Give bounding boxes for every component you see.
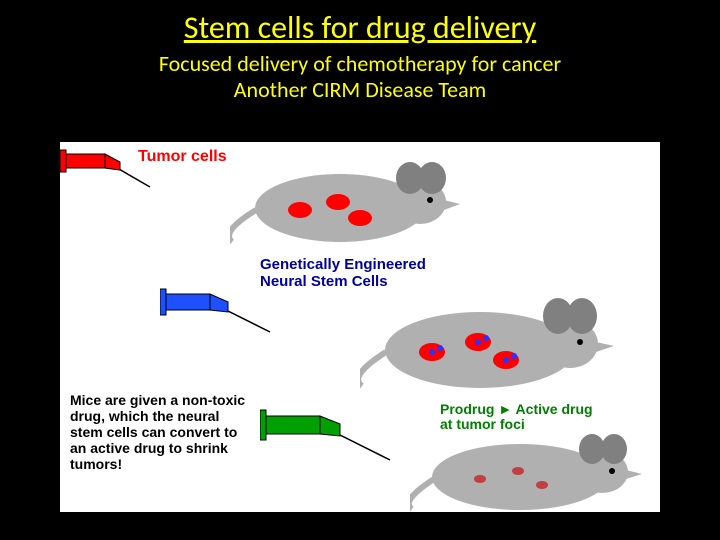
slide-subtitle: Focused delivery of chemotherapy for can… bbox=[0, 51, 720, 104]
slide-title: Stem cells for drug delivery bbox=[0, 0, 720, 47]
syringe-green bbox=[260, 402, 400, 482]
nontoxic-drug-text: Mice are given a non-toxic drug, which t… bbox=[70, 392, 250, 472]
stem-cells-label-line1: Genetically Engineered bbox=[260, 256, 426, 273]
mouse-row1 bbox=[230, 152, 470, 252]
stem-cells-label: Genetically Engineered Neural Stem Cells bbox=[260, 257, 426, 290]
syringe-blue bbox=[160, 282, 280, 352]
slide: Stem cells for drug delivery Focused del… bbox=[0, 0, 720, 540]
mouse-row3 bbox=[410, 427, 660, 517]
prodrug-line1: Prodrug ► Active drug bbox=[440, 401, 593, 417]
syringe-red bbox=[60, 142, 160, 202]
figure-panel: Tumor cells Genetically Engineered Neura… bbox=[60, 142, 660, 512]
mouse-row2 bbox=[360, 290, 620, 400]
subtitle-line2: Another CIRM Disease Team bbox=[234, 76, 486, 103]
subtitle-line1: Focused delivery of chemotherapy for can… bbox=[159, 50, 561, 77]
